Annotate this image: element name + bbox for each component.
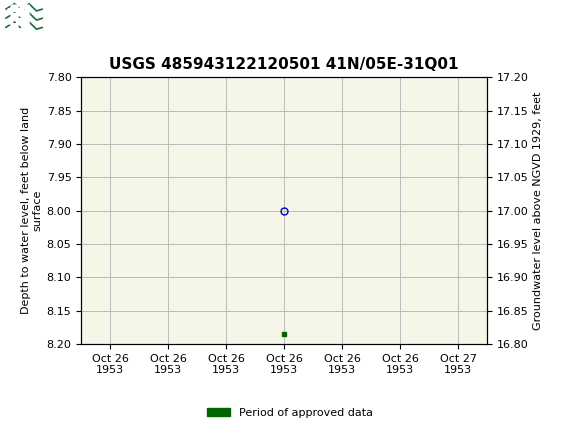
Text: USGS: USGS bbox=[44, 9, 107, 29]
Text: USGS: USGS bbox=[49, 9, 109, 28]
Bar bbox=[5, 3, 42, 33]
Text: ▓: ▓ bbox=[7, 5, 28, 33]
Legend: Period of approved data: Period of approved data bbox=[203, 403, 377, 422]
Title: USGS 485943122120501 41N/05E-31Q01: USGS 485943122120501 41N/05E-31Q01 bbox=[110, 57, 459, 72]
Y-axis label: Depth to water level, feet below land
surface: Depth to water level, feet below land su… bbox=[21, 107, 42, 314]
Y-axis label: Groundwater level above NGVD 1929, feet: Groundwater level above NGVD 1929, feet bbox=[533, 92, 543, 330]
